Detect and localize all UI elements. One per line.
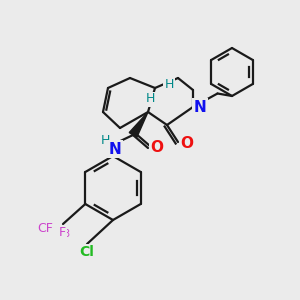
Text: N: N	[194, 100, 206, 115]
Text: CF: CF	[37, 221, 53, 235]
Polygon shape	[129, 112, 148, 137]
Text: N: N	[109, 142, 122, 157]
Text: H: H	[164, 77, 174, 91]
Text: H: H	[100, 134, 110, 148]
Text: O: O	[151, 140, 164, 155]
Text: 3: 3	[63, 229, 69, 239]
Text: F: F	[59, 226, 66, 238]
Text: Cl: Cl	[80, 245, 94, 259]
Text: H: H	[145, 92, 155, 106]
Text: O: O	[181, 136, 194, 151]
